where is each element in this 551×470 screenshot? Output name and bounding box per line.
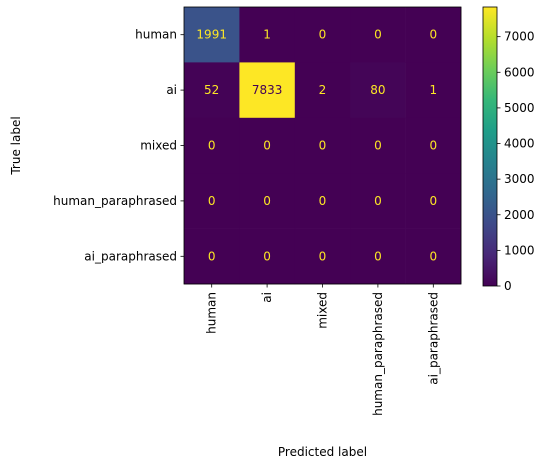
colorbar-tick-label: 6000: [504, 65, 535, 79]
heatmap-cell: [184, 7, 240, 63]
x-tick-label: ai_paraphrased: [426, 292, 440, 385]
heatmap-cell: [294, 117, 351, 174]
colorbar-tick-label: 4000: [504, 137, 535, 151]
cell-value-label: 0: [374, 194, 382, 208]
cell-value-label: 1991: [196, 28, 227, 42]
heatmap-cell: [184, 62, 240, 119]
cell-value-label: 7833: [252, 83, 283, 97]
heatmap-cell: [405, 173, 462, 229]
y-tick-label: human_paraphrased: [53, 194, 177, 208]
x-tick-label: mixed: [316, 292, 330, 329]
heatmap-cell: [294, 228, 351, 285]
heatmap-cell: [405, 7, 462, 63]
heatmap-cell: [239, 7, 296, 63]
colorbar-tick-label: 0: [504, 279, 512, 293]
cell-value-label: 0: [429, 249, 437, 263]
heatmap-cell: [294, 62, 351, 119]
y-axis-label: True label: [9, 116, 23, 175]
heatmap-cell: [239, 62, 296, 119]
heatmap-cell: [350, 173, 406, 229]
x-tick-label: human: [205, 292, 219, 334]
cell-value-label: 0: [374, 28, 382, 42]
heatmap-cell: [350, 7, 406, 63]
colorbar-ticks: 0 1000 2000 3000 4000 5000 6000 7000: [497, 30, 535, 293]
colorbar-tick-label: 7000: [504, 30, 535, 44]
colorbar-tick-label: 5000: [504, 101, 535, 115]
cell-value-label: 0: [429, 194, 437, 208]
heatmap-cell: [350, 228, 406, 285]
heatmap-cell: [184, 173, 240, 229]
cell-value-label: 0: [263, 139, 271, 153]
heatmap-cell: [294, 173, 351, 229]
heatmap-cell: [239, 173, 296, 229]
cell-value-label: 0: [374, 139, 382, 153]
heatmap-cell: [405, 117, 462, 174]
heatmap-cell: [294, 7, 351, 63]
cell-value-label: 80: [370, 83, 385, 97]
cell-value-label: 52: [204, 83, 219, 97]
cell-value-label: 0: [319, 28, 327, 42]
cell-value-label: 0: [319, 249, 327, 263]
heatmap-cell: [184, 117, 240, 174]
heatmap-cell: [239, 117, 296, 174]
x-tick-label: human_paraphrased: [371, 292, 385, 416]
cell-value-label: 0: [319, 194, 327, 208]
y-tick-label: mixed: [140, 139, 177, 153]
cell-value-label: 0: [208, 194, 216, 208]
cell-value-label: 0: [208, 139, 216, 153]
y-axis-ticks: human ai mixed human_paraphrased ai_paraphra…: [53, 28, 184, 263]
x-tick-label: ai: [260, 292, 274, 303]
colorbar: [482, 6, 498, 287]
heatmap-cell: [239, 228, 296, 285]
cell-value-label: 1: [263, 28, 271, 42]
y-tick-label: ai: [166, 83, 177, 97]
colorbar-tick-label: 3000: [504, 172, 535, 186]
x-axis-ticks: human ai mixed human_paraphrased ai_paraphra…: [205, 284, 440, 416]
colorbar-tick-label: 2000: [504, 208, 535, 222]
heatmap-cell: [405, 62, 462, 119]
cell-value-label: 0: [208, 249, 216, 263]
cell-value-label: 1: [429, 83, 437, 97]
cell-value-label: 0: [429, 28, 437, 42]
heatmap-cell: [350, 62, 406, 119]
cell-value-label: 0: [319, 139, 327, 153]
cell-value-label: 0: [263, 194, 271, 208]
heatmap-cell: [184, 228, 240, 285]
cell-value-label: 2: [319, 83, 327, 97]
y-tick-label: human: [135, 28, 177, 42]
cell-value-labels: 1991 1 0 0 0 52 7833 2 80 1 0 0 0 0 0 0 0 0 0 0 0 0 0 0 0: [196, 28, 437, 264]
cell-value-label: 0: [429, 139, 437, 153]
heatmap-cell: [405, 228, 462, 285]
cell-value-label: 0: [263, 249, 271, 263]
x-axis-label: Predicted label: [278, 445, 367, 459]
colorbar-tick-label: 1000: [504, 243, 535, 257]
heatmap-cell: [350, 117, 406, 174]
y-tick-label: ai_paraphrased: [84, 249, 177, 263]
cell-value-label: 0: [374, 249, 382, 263]
heatmap-cells: [184, 7, 462, 285]
